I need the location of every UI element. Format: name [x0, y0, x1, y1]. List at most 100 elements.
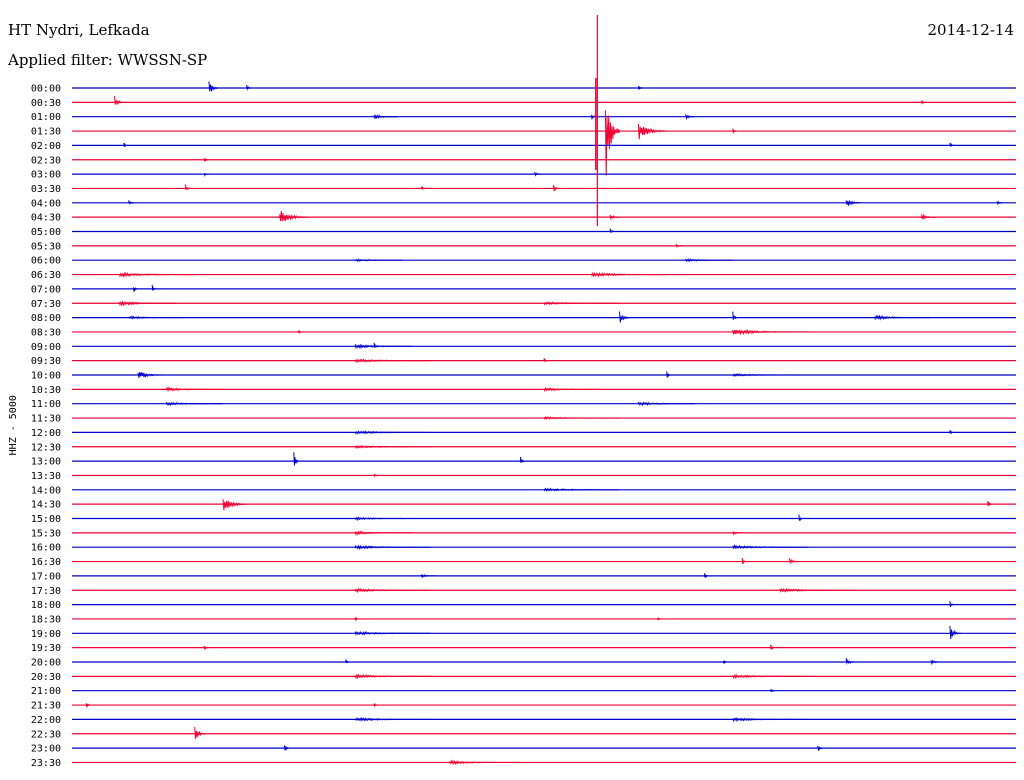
time-label: 22:00 [31, 715, 61, 726]
time-label: 04:30 [31, 213, 61, 224]
time-label: 02:00 [31, 141, 61, 152]
channel-label: HHZ - 5000 [8, 395, 19, 455]
seismic-event [123, 142, 128, 148]
trace-row-0530: 05:30 [31, 241, 1016, 252]
time-label: 18:30 [31, 614, 61, 625]
time-label: 16:00 [31, 543, 61, 554]
time-label: 07:00 [31, 284, 61, 295]
trace-row-2030: 20:30 [31, 672, 1016, 683]
seismic-event [732, 311, 738, 320]
seismic-event [534, 171, 543, 177]
time-label: 03:30 [31, 184, 61, 195]
time-label: 20:30 [31, 672, 61, 683]
time-label: 17:30 [31, 586, 61, 597]
seismic-event [132, 287, 138, 292]
seismic-event [345, 659, 350, 664]
station-title: HT Nydri, Lefkada [8, 21, 150, 39]
seismic-event [543, 386, 601, 393]
time-label: 15:00 [31, 514, 61, 525]
trace-row-0900: 09:00 [31, 342, 1016, 353]
seismic-event [165, 401, 224, 407]
trace-row-0630: 06:30 [31, 270, 1016, 281]
time-label: 17:00 [31, 571, 61, 582]
trace-row-0730: 07:30 [31, 299, 1016, 310]
seismic-event [354, 358, 431, 364]
trace-row-1600: 16:00 [31, 543, 1016, 554]
seismic-event [817, 745, 824, 751]
time-label: 08:30 [31, 327, 61, 338]
time-label: 05:30 [31, 241, 61, 252]
seismic-event [770, 644, 775, 651]
seismic-event [604, 110, 620, 176]
time-label: 12:30 [31, 442, 61, 453]
trace-row-0000: 00:00 [31, 81, 1016, 95]
trace-row-0830: 08:30 [31, 327, 1016, 338]
trace-row-2130: 21:30 [31, 701, 1016, 712]
time-label: 06:00 [31, 256, 61, 267]
trace-row-2200: 22:00 [31, 715, 1016, 726]
seismic-event [788, 558, 800, 565]
time-label: 07:30 [31, 299, 61, 310]
seismic-event [845, 658, 856, 665]
seismic-event [420, 185, 426, 190]
trace-row-1200: 12:00 [31, 428, 1016, 439]
seismic-event [137, 372, 162, 378]
trace-row-0230: 02:30 [31, 155, 1016, 166]
seismic-event [208, 81, 219, 92]
seismic-event [354, 673, 431, 680]
trace-row-1730: 17:30 [31, 586, 1016, 597]
time-label: 01:00 [31, 112, 61, 123]
seismic-event [609, 228, 615, 233]
time-label: 02:30 [31, 155, 61, 166]
seismic-event [354, 258, 403, 263]
time-label: 23:30 [31, 758, 61, 769]
trace-row-1030: 10:30 [31, 385, 1016, 396]
trace-row-0100: 01:00 [31, 112, 1016, 123]
trace-row-0500: 05:00 [31, 227, 1016, 238]
seismic-event [732, 329, 809, 336]
date-label: 2014-12-14 [927, 21, 1014, 39]
trace-row-1830: 18:30 [31, 614, 1016, 625]
seismic-event [354, 617, 360, 622]
time-label: 19:00 [31, 629, 61, 640]
time-label: 09:30 [31, 356, 61, 367]
seismic-event [732, 716, 809, 723]
time-label: 20:00 [31, 658, 61, 669]
time-label: 12:00 [31, 428, 61, 439]
seismic-event [770, 688, 775, 693]
trace-row-0600: 06:00 [31, 256, 1016, 267]
seismic-event [354, 716, 431, 722]
earthquake-spike [595, 15, 598, 226]
time-label: 18:00 [31, 600, 61, 611]
trace-row-1800: 18:00 [31, 600, 1016, 611]
seismic-event [732, 673, 809, 680]
seismic-event [685, 114, 696, 121]
trace-row-2300: 23:00 [31, 744, 1016, 755]
time-label: 14:00 [31, 485, 61, 496]
trace-row-0400: 04:00 [31, 198, 1016, 209]
time-label: 22:30 [31, 729, 61, 740]
seismic-event [354, 343, 412, 350]
seismic-event [732, 128, 738, 134]
trace-row-1700: 17:00 [31, 571, 1016, 582]
time-label: 08:00 [31, 313, 61, 324]
seismic-event [354, 630, 431, 636]
seismic-event [798, 514, 804, 522]
seismic-event [656, 617, 663, 621]
trace-row-1500: 15:00 [31, 514, 1016, 525]
seismic-event [373, 342, 379, 348]
trace-row-0030: 00:30 [31, 96, 1016, 109]
trace-row-2000: 20:00 [31, 658, 1016, 669]
seismic-event [354, 544, 431, 551]
time-label: 01:30 [31, 127, 61, 138]
seismic-event [930, 659, 941, 666]
traces-group: 00:00 00:30 01:00 01:30 02:00 02:30 03:00 03:30… [31, 81, 1016, 769]
time-label: 13:00 [31, 457, 61, 468]
seismic-event [203, 172, 209, 177]
seismic-event [543, 487, 620, 492]
trace-row-0930: 09:30 [31, 356, 1016, 367]
seismic-event [949, 601, 955, 608]
seismic-event [590, 271, 667, 278]
time-label: 04:00 [31, 198, 61, 209]
trace-row-1530: 15:30 [31, 528, 1016, 539]
